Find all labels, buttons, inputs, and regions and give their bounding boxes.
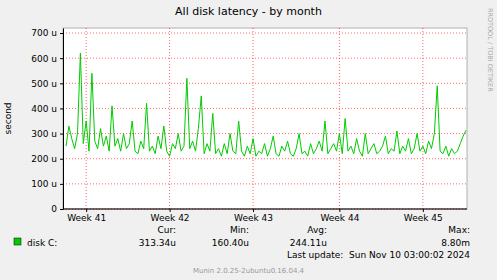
y-tick-label: 700 u: [31, 28, 57, 38]
y-tick: 400 u: [31, 104, 63, 114]
summary-value: 244.11u: [290, 238, 327, 248]
y-tick: 100 u: [31, 179, 63, 189]
y-tick-mark: [60, 159, 63, 160]
y-tick: 0: [51, 204, 63, 214]
y-tick-label: 0: [51, 204, 57, 214]
x-tick: Week 44: [320, 209, 359, 223]
y-tick-mark: [60, 209, 63, 210]
y-tick: 200 u: [31, 154, 63, 164]
grid-line: [422, 28, 423, 209]
y-tick: 700 u: [31, 28, 63, 38]
legend: Cur: Min: Avg: Max: disk C: 313.34u 160.40u 244…: [14, 225, 470, 248]
y-axis-line: [63, 29, 64, 210]
x-tick: Week 42: [151, 209, 190, 223]
plot-area: [63, 28, 467, 209]
background: [0, 0, 497, 280]
grid-line: [63, 158, 467, 159]
y-tick: 600 u: [31, 54, 63, 64]
summary-value: 8.80m: [441, 238, 470, 248]
grid-line: [63, 58, 467, 59]
last-update: Last update: Sun Nov 10 03:00:02 2024: [287, 250, 470, 260]
y-tick: 300 u: [31, 129, 63, 139]
y-tick-mark: [60, 33, 63, 34]
y-tick-mark: [60, 83, 63, 84]
x-axis-line: [63, 209, 467, 210]
grid-line: [63, 209, 467, 210]
grid-line: [63, 183, 467, 184]
title: All disk latency - by month: [175, 5, 322, 18]
grid-line: [63, 83, 467, 84]
x-tick-mark: [86, 209, 87, 212]
x-tick: Week 43: [234, 209, 273, 223]
y-tick-label: 200 u: [31, 154, 57, 164]
y-tick-label: 500 u: [31, 79, 57, 89]
grid-line: [339, 28, 340, 209]
y-tick-mark: [60, 108, 63, 109]
y-tick-mark: [60, 184, 63, 185]
grid: [63, 28, 467, 209]
x-tick-label: Week 45: [404, 213, 443, 223]
grid-line: [63, 108, 467, 109]
x-tick-label: Week 43: [234, 213, 273, 223]
grid-line: [63, 33, 467, 34]
x-tick-mark: [423, 209, 424, 212]
y-tick-mark: [60, 58, 63, 59]
grid-line: [86, 28, 87, 209]
x-tick-mark: [170, 209, 171, 212]
x-tick-mark: [339, 209, 340, 212]
plot: [66, 53, 466, 156]
x-axis: Week 41 Week 42 Week 43 Week 44 Week 45: [63, 209, 467, 223]
chart: All disk latency - by month second RRDTOOL…: [0, 0, 497, 280]
x-tick-label: Week 44: [320, 213, 359, 223]
y-tick-label: 100 u: [31, 179, 57, 189]
series-line: [66, 53, 466, 156]
y-axis-title: second: [3, 102, 13, 134]
legend-label: disk C:: [27, 238, 57, 248]
x-tick: Week 45: [404, 209, 443, 223]
y-tick-label: 600 u: [31, 54, 57, 64]
summary-value: 160.40u: [212, 238, 249, 248]
x-tick: Week 41: [67, 209, 106, 223]
y-tick-mark: [60, 134, 63, 135]
x-tick-label: Week 41: [67, 213, 106, 223]
y-tick-label: 400 u: [31, 104, 57, 114]
grid-line: [169, 28, 170, 209]
summary-header: Cur:: [157, 225, 176, 235]
x-tick-label: Week 42: [151, 213, 190, 223]
x-tick-mark: [253, 209, 254, 212]
grid-line: [253, 28, 254, 209]
watermark: RRDTOOL / TOBI OETIKER: [486, 8, 494, 92]
y-tick-label: 300 u: [31, 129, 57, 139]
summary-header: Min:: [230, 225, 249, 235]
y-tick: 500 u: [31, 79, 63, 89]
summary-header: Max:: [448, 225, 470, 235]
summary-value: 313.34u: [139, 238, 176, 248]
footer: Munin 2.0.25-2ubuntu0.16.04.4: [193, 267, 305, 275]
legend-swatch: [14, 238, 21, 245]
y-axis: 0 100 u 200 u 300 u 400 u 500 u 600 u 700 u: [31, 28, 63, 214]
summary-header: Avg:: [307, 225, 327, 235]
